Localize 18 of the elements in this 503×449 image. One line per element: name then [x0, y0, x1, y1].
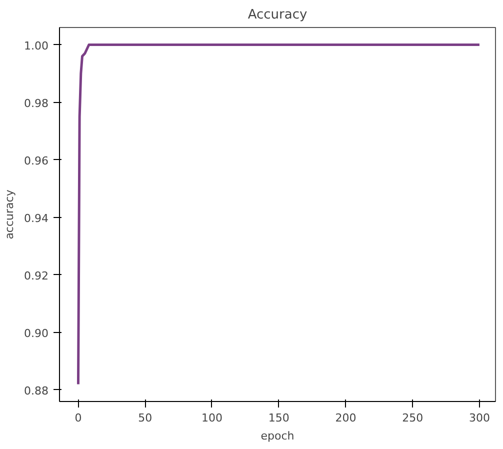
- y-tick-label: 1.00: [24, 39, 49, 52]
- x-tick-label: 0: [74, 412, 82, 424]
- x-tick-label: 200: [335, 412, 356, 424]
- y-axis-title: accuracy: [3, 189, 16, 240]
- x-tick-label: 100: [201, 412, 222, 424]
- y-tick-label: 0.90: [24, 326, 49, 340]
- y-tick-label: 0.96: [24, 154, 49, 168]
- y-tick-label: 0.92: [24, 269, 49, 282]
- x-tick-label: 50: [138, 412, 152, 424]
- chart-title: Accuracy: [248, 8, 308, 22]
- line-series: [76, 44, 481, 386]
- y-tick-label: 0.94: [24, 212, 49, 225]
- x-tick-label: 300: [468, 412, 490, 424]
- y-tick-label: 0.98: [24, 96, 49, 110]
- y-tick-label: 0.88: [24, 384, 49, 398]
- x-axis-title: epoch: [260, 430, 294, 442]
- x-tick-label: 150: [268, 412, 290, 424]
- x-tick-label: 250: [402, 412, 424, 424]
